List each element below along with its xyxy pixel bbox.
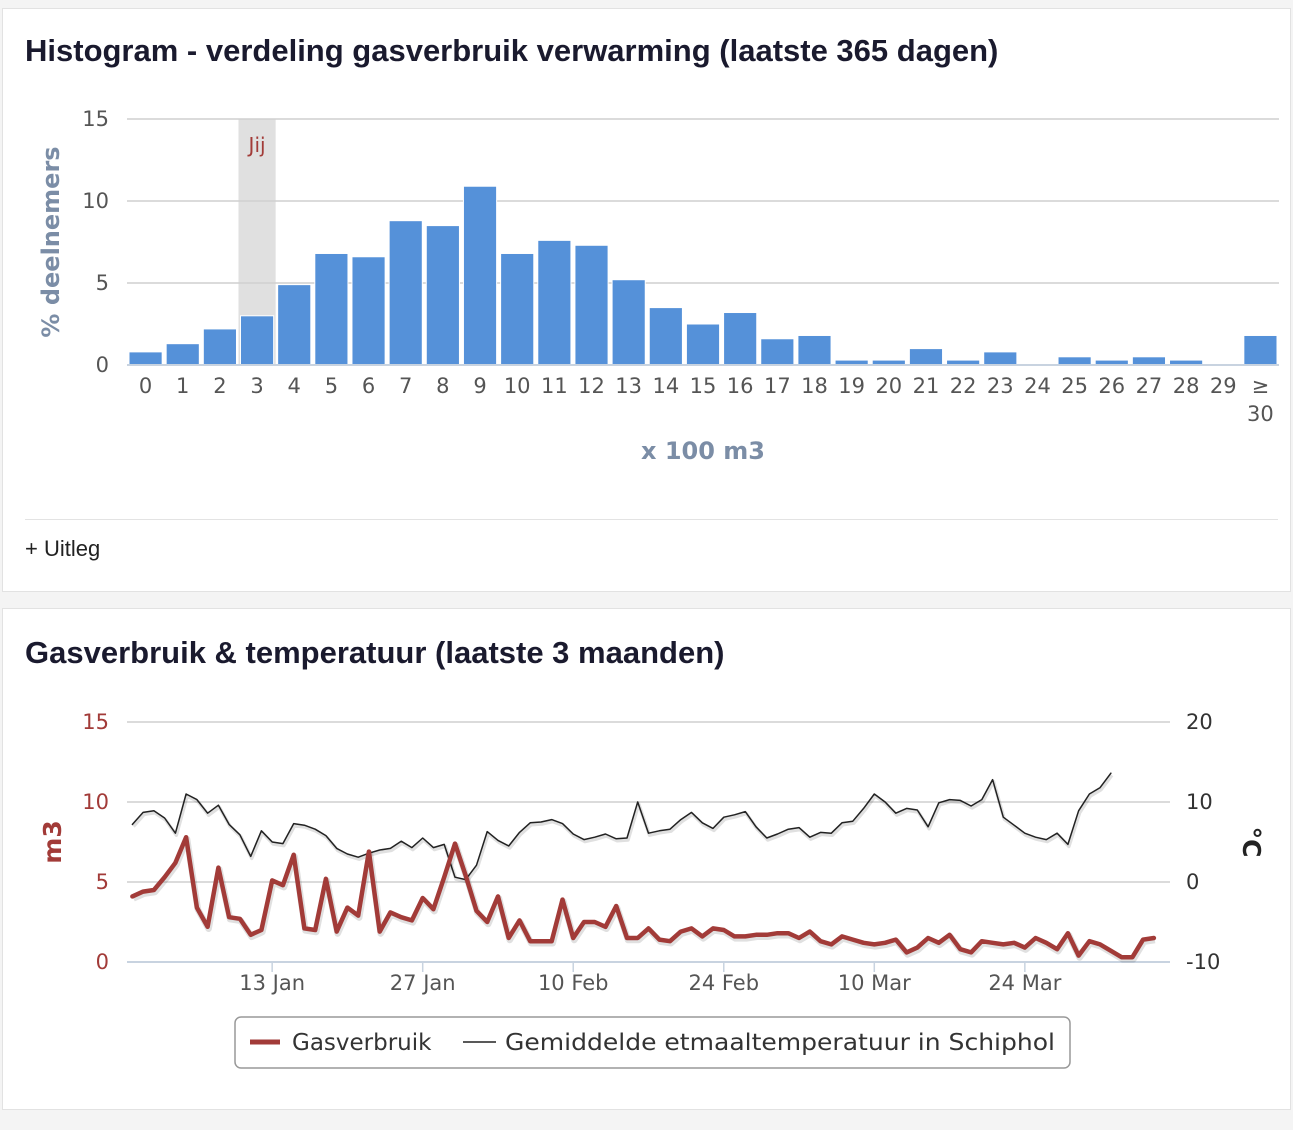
x-tick-label: 10 Feb [538,971,609,995]
bar [983,351,1018,366]
bar [1243,334,1278,366]
x-tick-label: 4 [288,374,301,398]
bar [760,338,795,366]
x-tick-label: 9 [473,374,486,398]
x-axis-title: x 100 m3 [641,437,765,465]
x-tick-label: 11 [541,374,568,398]
x-tick-label: 21 [913,374,940,398]
y-tick-label: 0 [96,353,109,377]
x-tick-label: 1 [176,374,189,398]
bar [537,239,572,366]
y-left-axis-title: m3 [38,820,67,863]
gas-line-shadow [132,835,1156,963]
x-tick-label: ≥30 [1247,374,1274,426]
bar [202,328,237,366]
y-tick-label: 10 [82,189,109,213]
x-tick-label-line: 30 [1247,402,1274,426]
y-right-tick-label: 0 [1186,870,1199,894]
x-tick-label: 17 [764,374,791,398]
divider [25,519,1278,520]
bar [351,256,386,366]
temperature-line-shadow [132,774,1114,884]
x-tick-label: 23 [987,374,1014,398]
x-tick-label: 24 Feb [688,971,759,995]
x-tick-label: 27 [1136,374,1163,398]
gas-line [130,834,1157,960]
bar [462,185,498,366]
x-tick-label: 29 [1210,374,1237,398]
bar [685,323,721,366]
bar [500,252,535,366]
bar [314,252,349,366]
x-tick-label: 28 [1173,374,1200,398]
x-tick-label: 25 [1061,374,1088,398]
x-tick-label: 3 [250,374,263,398]
y-right-tick-label: 20 [1186,710,1213,734]
bar [165,343,200,366]
temperature-line [131,772,1112,881]
x-tick-label: 15 [690,374,717,398]
x-tick-label: 19 [838,374,865,398]
y-left-tick-label: 15 [82,710,109,734]
timeseries-card: Gasverbruik & temperatuur (laatste 3 maa… [2,608,1291,1110]
x-tick-label: 10 [504,374,531,398]
x-tick-label: 12 [578,374,605,398]
bar [723,312,758,366]
x-tick-label: 20 [875,374,902,398]
x-tick-label: 22 [950,374,977,398]
bar [648,307,683,366]
x-tick-label: 16 [727,374,754,398]
legend-temp-label: Gemiddelde etmaaltemperatuur in Schiphol [505,1030,1055,1056]
histogram-title: Histogram - verdeling gasverbruik verwar… [25,33,999,68]
bar [1057,356,1092,366]
legend-box [234,1016,1071,1069]
x-tick-label: 7 [399,374,412,398]
x-tick-label: 24 [1024,374,1051,398]
x-tick-label: 13 [615,374,642,398]
bar [388,220,423,366]
uitleg-toggle[interactable]: + Uitleg [25,536,101,561]
bar [1131,356,1167,366]
x-tick-label: 24 Mar [988,971,1061,995]
x-tick-label: 27 Jan [390,971,456,995]
x-tick-label-line: ≥ [1252,374,1270,398]
bar [277,284,312,366]
y-axis-title: % deelnemers [37,146,65,337]
x-tick-label: 8 [436,374,449,398]
bar [574,244,609,366]
x-tick-label: 26 [1098,374,1125,398]
bar [128,351,163,366]
x-tick-label: 0 [139,374,152,398]
y-right-axis-title: °C [1237,827,1266,858]
bar [797,334,832,366]
x-tick-label: 10 Mar [838,971,911,995]
y-tick-label: 15 [82,107,109,131]
timeseries-title: Gasverbruik & temperatuur (laatste 3 maa… [25,635,725,670]
x-tick-label: 2 [213,374,226,398]
x-tick-label: 6 [362,374,375,398]
x-tick-label: 18 [801,374,828,398]
y-right-tick-label: 10 [1186,790,1213,814]
y-left-tick-label: 10 [82,790,109,814]
y-right-tick-label: -10 [1186,950,1220,974]
histogram-card: Histogram - verdeling gasverbruik verwar… [2,8,1291,592]
bar [239,315,275,366]
y-left-tick-label: 0 [96,950,109,974]
y-left-tick-label: 5 [96,870,109,894]
highlight-label: Jij [247,133,266,157]
x-tick-label: 5 [325,374,338,398]
timeseries-chart: 0 5 10 15 -10 0 10 20 13 Jan 27 Jan 10 Feb 24 Feb 10… [38,710,1266,1069]
bar [425,225,460,366]
bar [611,279,646,366]
bar [908,348,944,366]
x-tick-label: 13 Jan [239,971,305,995]
x-tick-label: 14 [652,374,679,398]
y-tick-label: 5 [96,271,109,295]
legend: Gasverbruik Gemiddelde etmaaltemperatuur … [234,1016,1071,1069]
legend-gas-label: Gasverbruik [292,1030,432,1056]
